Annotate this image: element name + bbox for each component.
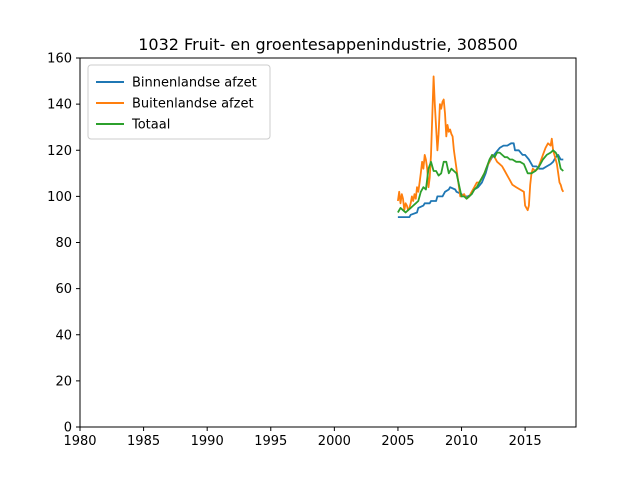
legend-box [87, 64, 271, 140]
y-tick-label-7: 140 [47, 98, 72, 113]
y-tick-label-3: 60 [55, 282, 72, 297]
x-tick-label-1: 1985 [127, 434, 160, 449]
series-line-2 [397, 149, 564, 214]
y-tick-label-4: 80 [55, 236, 72, 251]
x-tick-label-3: 1995 [254, 434, 287, 449]
series-line-0 [397, 142, 564, 219]
y-tick-label-6: 120 [47, 144, 72, 159]
y-tick-label-1: 20 [55, 374, 72, 389]
legend-label-2: Totaal [131, 118, 170, 133]
axes-group: 1980 1985 1990 1995 2000 2005 2010 2015 0 20 40 60 8… [47, 52, 577, 449]
chart-title: 1032 Fruit- en groentesappenindustrie, 3… [138, 35, 518, 54]
x-tick-label-6: 2010 [445, 434, 478, 449]
y-tick-label-0: 0 [64, 421, 72, 436]
x-tick-label-2: 1990 [191, 434, 224, 449]
x-tick-label-7: 2015 [509, 434, 542, 449]
x-tick-label-5: 2005 [381, 434, 414, 449]
legend: Binnenlandse afzet Buitenlandse afzet Tota… [87, 64, 271, 140]
series-group [397, 75, 565, 219]
x-tick-label-4: 2000 [318, 434, 351, 449]
legend-label-0: Binnenlandse afzet [132, 76, 257, 91]
y-tick-label-8: 160 [47, 52, 72, 67]
y-tick-label-5: 100 [47, 190, 72, 205]
legend-label-1: Buitenlandse afzet [132, 97, 254, 112]
x-tick-label-0: 1980 [63, 434, 96, 449]
y-tick-label-2: 40 [55, 328, 72, 343]
